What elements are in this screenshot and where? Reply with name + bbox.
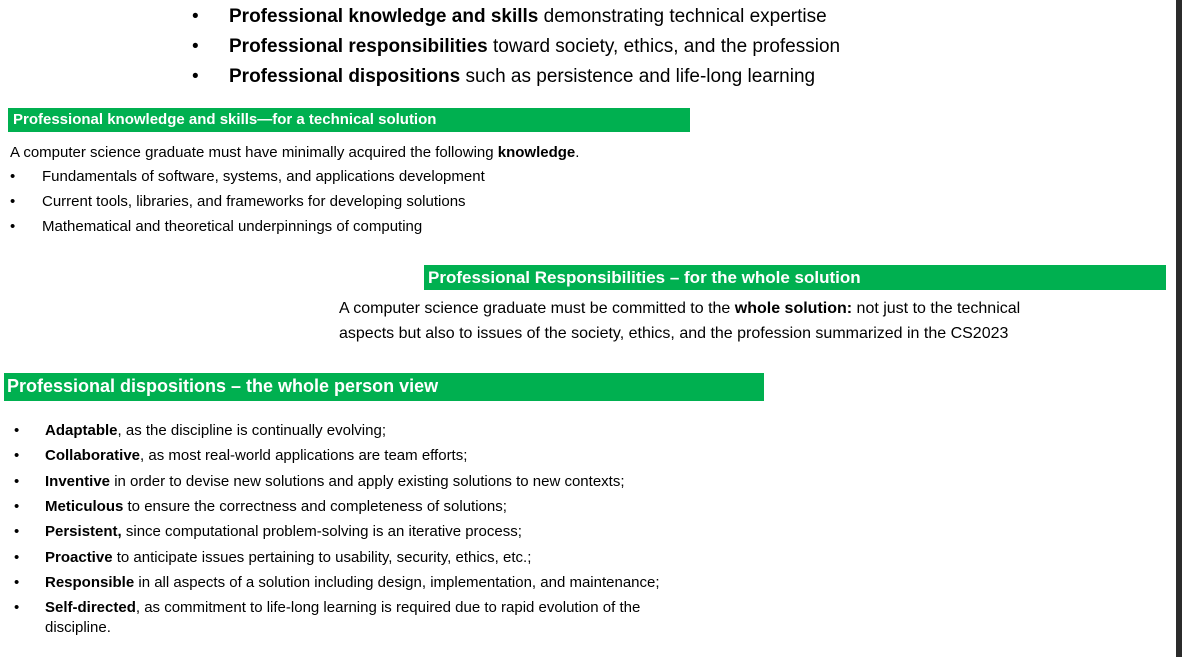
list-item: Current tools, libraries, and frameworks… (10, 192, 466, 212)
list-item: Collaborative, as most real-world applic… (14, 446, 467, 466)
responsibilities-text: A computer science graduate must be comm… (339, 300, 1021, 342)
list-item: Fundamentals of software, systems, and a… (10, 167, 485, 187)
list-item: Proactive to anticipate issues pertainin… (14, 548, 531, 568)
list-item: Responsible in all aspects of a solution… (14, 573, 660, 593)
knowledge-intro: A computer science graduate must have mi… (10, 144, 580, 161)
section-heading-knowledge: Professional knowledge and skills—for a … (8, 108, 690, 132)
list-item: Inventive in order to devise new solutio… (14, 472, 625, 492)
list-item: Persistent, since computational problem-… (14, 522, 522, 542)
list-item: Self-directed, as commitment to life-lon… (14, 598, 640, 638)
list-item: Meticulous to ensure the correctness and… (14, 497, 507, 517)
list-item: Professional responsibilities toward soc… (192, 35, 840, 59)
list-item: Professional dispositions such as persis… (192, 65, 815, 89)
list-item: Adaptable, as the discipline is continua… (14, 421, 386, 441)
list-item: Mathematical and theoretical underpinnin… (10, 217, 422, 237)
list-item-continuation: discipline. (45, 619, 111, 636)
section-heading-dispositions: Professional dispositions – the whole pe… (4, 373, 764, 401)
window-edge-scrollbar[interactable] (1176, 0, 1182, 657)
list-item: Professional knowledge and skills demons… (192, 5, 827, 29)
section-heading-responsibilities: Professional Responsibilities – for the … (424, 265, 1166, 290)
